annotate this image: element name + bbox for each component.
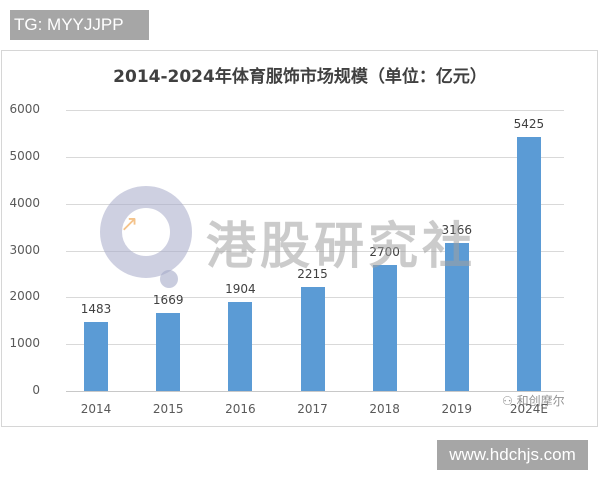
watermark-corner-text: ⚇ 和创摩尔 — [502, 394, 565, 408]
y-tick-label: 0 — [32, 383, 40, 397]
x-tick-label: 2016 — [225, 402, 256, 416]
bar-2018 — [372, 264, 397, 391]
x-tick-label: 2014 — [80, 402, 112, 416]
x-tick-label: 2017 — [297, 402, 328, 416]
gridline — [66, 250, 564, 252]
gridline — [66, 110, 564, 111]
bar-2014 — [84, 321, 109, 391]
data-label: 1669 — [152, 292, 184, 307]
x-tick-label: 2015 — [152, 402, 184, 416]
data-label: 2215 — [297, 267, 328, 282]
bar-2019 — [444, 242, 469, 391]
data-label: 3166 — [441, 222, 473, 237]
gridline — [66, 156, 564, 158]
watermark-tag-bottom: www.hdchjs.com — [437, 440, 588, 470]
data-label: 1483 — [80, 301, 112, 316]
wechat-icon: ⚇ — [502, 394, 517, 408]
x-tick-label: 2024E — [509, 402, 548, 416]
y-tick-label: 5000 — [9, 148, 40, 163]
data-label: 1904 — [225, 281, 256, 296]
bar-2016 — [228, 301, 253, 391]
y-tick-label: 3000 — [9, 242, 40, 257]
x-tick-label: 2019 — [441, 402, 473, 416]
bar-2024E — [516, 136, 541, 391]
data-label: 2700 — [369, 244, 400, 259]
bar-2015 — [156, 312, 181, 391]
gridline — [66, 203, 564, 205]
chart-title: 2014-2024年体育服饰市场规模（单位：亿元） — [113, 67, 487, 87]
watermark-logo-dot — [160, 270, 178, 288]
y-tick-label: 6000 — [9, 102, 40, 116]
trend-arrow-icon: ↗ — [120, 212, 139, 237]
data-label: 5425 — [513, 116, 545, 131]
gridline — [66, 391, 564, 392]
watermark-tag-top: TG: MYYJJPP — [10, 10, 149, 40]
watermark-center-text: 港股研究社 — [206, 217, 476, 275]
bar-2017 — [300, 287, 325, 391]
y-tick-label: 4000 — [9, 195, 40, 210]
y-tick-label: 2000 — [9, 289, 40, 304]
x-tick-label: 2018 — [369, 402, 400, 416]
y-tick-label: 1000 — [9, 336, 40, 351]
